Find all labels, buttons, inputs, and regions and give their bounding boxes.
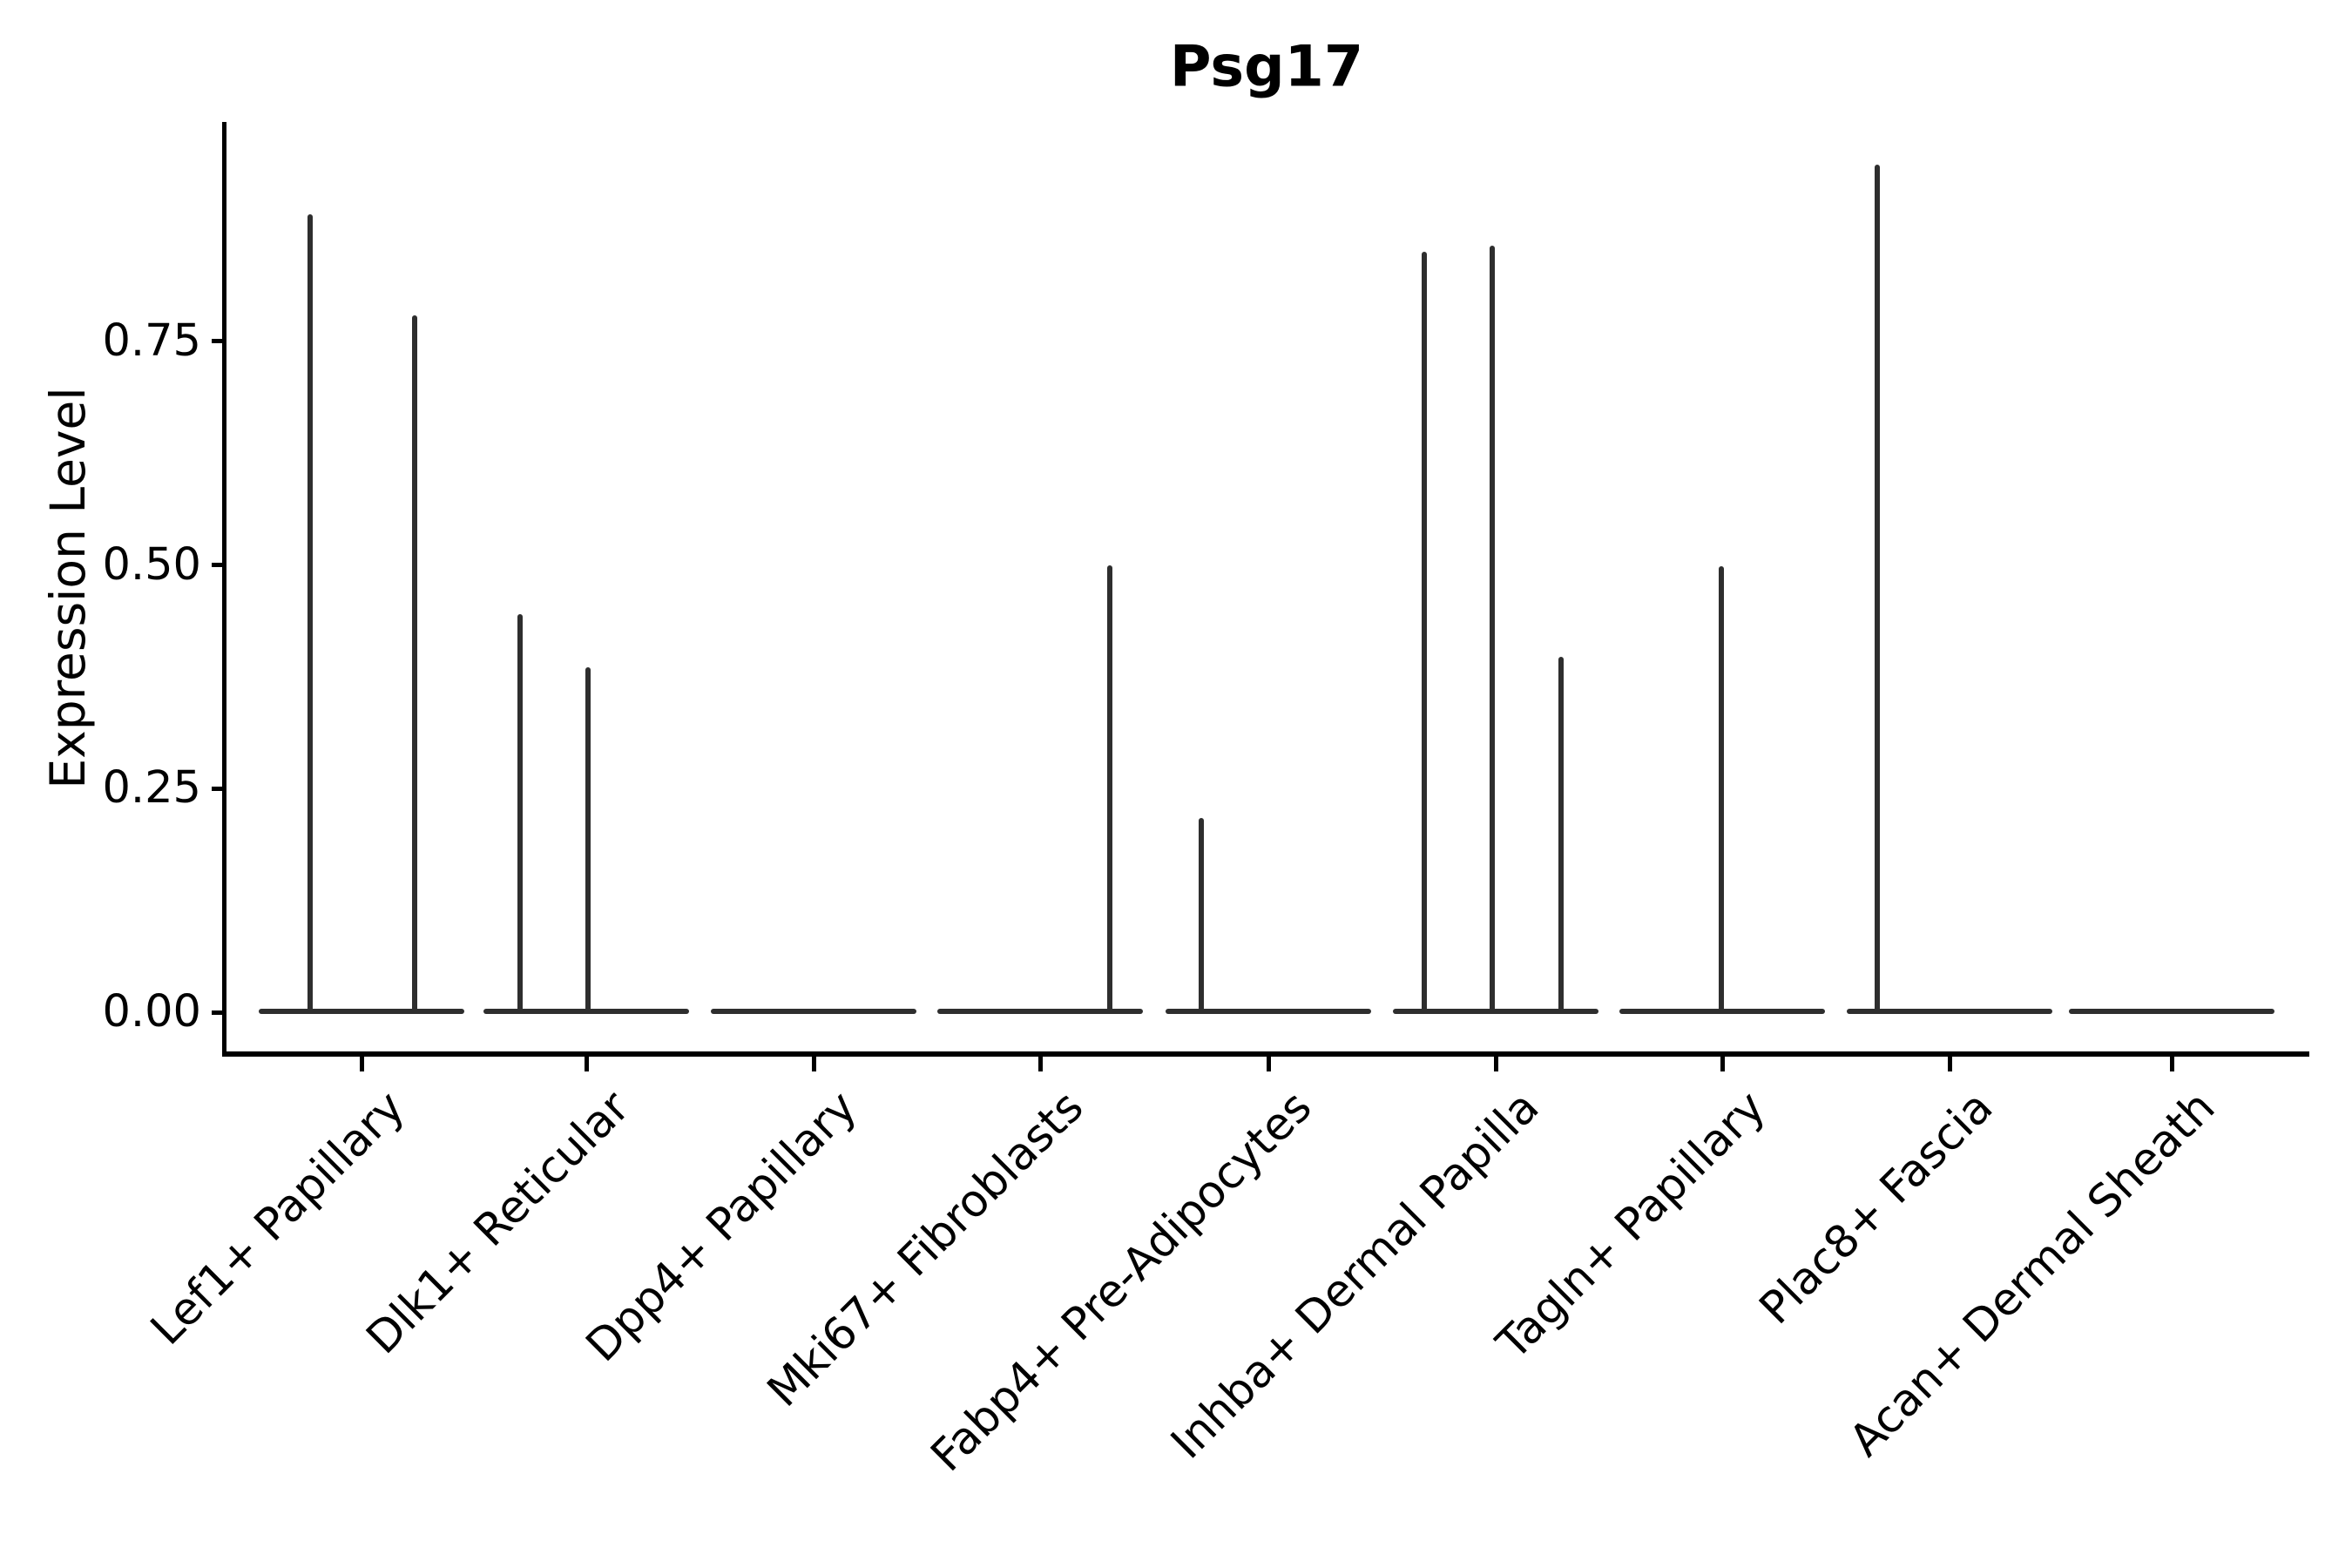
violin-spike: [1107, 564, 1112, 1011]
y-axis-tick: [212, 786, 225, 791]
violin-spike: [1558, 657, 1564, 1011]
violin-spike: [412, 315, 417, 1011]
y-axis-tick: [212, 339, 225, 344]
violin-spike: [1719, 565, 1724, 1011]
y-tick-label: 0.25: [102, 762, 201, 814]
violin-body: [711, 1009, 916, 1014]
violin-body: [937, 1009, 1143, 1014]
x-axis-tick: [811, 1057, 816, 1071]
y-tick-label: 0.00: [102, 986, 201, 1037]
violin-spike: [585, 666, 591, 1011]
violin-spike: [1875, 164, 1880, 1011]
violin-spike: [1422, 252, 1427, 1011]
y-axis-label: Expression Level: [40, 387, 96, 789]
y-tick-label: 0.75: [102, 314, 201, 367]
x-axis-tick: [1720, 1057, 1725, 1071]
x-axis-tick: [1037, 1057, 1043, 1071]
x-axis-tick: [2169, 1057, 2174, 1071]
violin-body: [1847, 1009, 2052, 1014]
violin-body: [259, 1009, 464, 1014]
x-axis-tick: [584, 1057, 589, 1071]
y-axis-spine: [222, 122, 226, 1057]
x-axis-tick: [1493, 1057, 1498, 1071]
violin-body: [2069, 1009, 2274, 1014]
violin-body: [1166, 1009, 1371, 1014]
plot-title: Psg17: [1169, 34, 1364, 100]
violin-spike: [1490, 246, 1495, 1011]
x-axis-tick: [359, 1057, 364, 1071]
y-tick-label: 0.50: [102, 538, 201, 591]
y-axis-tick: [212, 563, 225, 568]
violin-spike: [308, 214, 313, 1011]
y-axis-tick: [212, 1010, 225, 1015]
violin-body: [483, 1009, 689, 1014]
violin-spike: [1199, 818, 1204, 1011]
violin-body: [1619, 1009, 1825, 1014]
violin-body: [1393, 1009, 1598, 1014]
violin-spike: [517, 614, 523, 1011]
x-axis-tick: [1266, 1057, 1271, 1071]
x-axis-spine: [222, 1051, 2309, 1057]
x-axis-tick: [1947, 1057, 1952, 1071]
